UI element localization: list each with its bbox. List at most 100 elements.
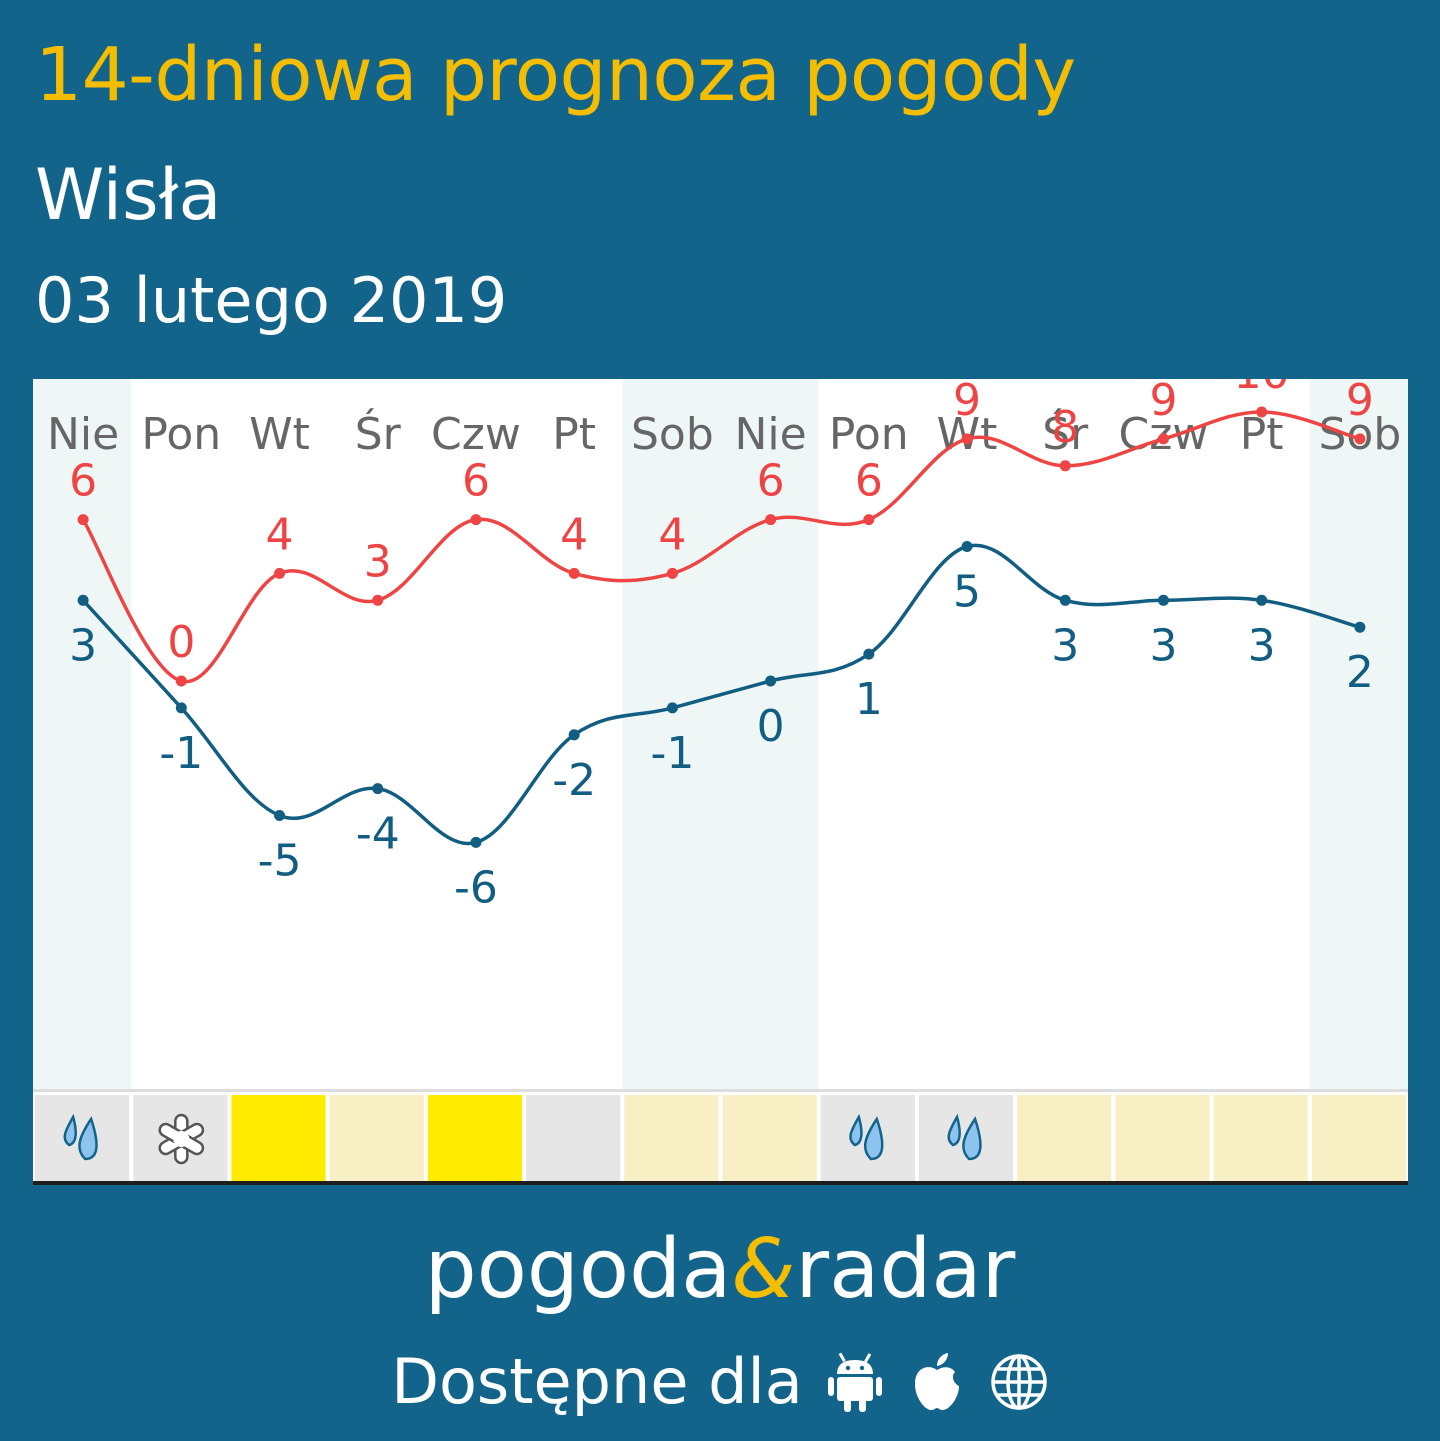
apple-icon[interactable]	[907, 1350, 967, 1414]
min-temp-label: -2	[552, 755, 596, 806]
min-temp-label: 0	[757, 701, 785, 752]
min-temp-label: 2	[1346, 647, 1374, 698]
max-temp-point	[175, 675, 187, 687]
available-platforms: Dostępne dla	[0, 1350, 1440, 1414]
max-temp-point	[1256, 406, 1268, 418]
max-temp-label: 6	[69, 456, 97, 507]
daily-weather-cell	[526, 1095, 621, 1181]
weekend-band	[33, 379, 132, 1089]
max-temp-label: 6	[855, 456, 883, 507]
daily-weather-cell	[1017, 1095, 1112, 1181]
min-temp-label: 3	[1051, 620, 1079, 671]
max-temp-point	[77, 514, 89, 526]
location-name: Wisła	[35, 154, 222, 236]
max-temp-label: 4	[560, 509, 588, 560]
brand-logo[interactable]: pogoda&radar	[0, 1222, 1440, 1317]
daily-weather-cell	[427, 1095, 523, 1181]
day-label: Śr	[355, 407, 402, 460]
min-temp-label: -6	[454, 862, 498, 913]
max-temp-label: 0	[167, 617, 195, 668]
max-temp-point	[961, 433, 973, 445]
max-temp-label: 9	[953, 379, 981, 426]
min-temp-label: 3	[1149, 620, 1177, 671]
max-temp-label: 9	[1346, 379, 1374, 426]
page-title: 14-dniowa prognoza pogody	[35, 32, 1076, 118]
min-temp-point	[372, 783, 384, 795]
min-temp-point	[568, 729, 580, 741]
min-temp-point	[470, 836, 482, 848]
daily-weather-cell	[329, 1095, 424, 1181]
max-temp-point	[274, 567, 286, 579]
min-temp-label: -1	[159, 728, 203, 779]
day-label: Sob	[631, 409, 714, 460]
max-temp-label: 6	[462, 456, 490, 507]
daily-weather-cell	[231, 1095, 326, 1181]
max-temp-point	[470, 514, 482, 526]
max-temp-label: 10	[1234, 379, 1290, 399]
min-temp-point	[1157, 594, 1169, 606]
daily-weather-cell	[1213, 1095, 1308, 1181]
max-temp-point	[1354, 433, 1366, 445]
chart-bottom-border	[33, 1181, 1408, 1185]
rain-icon	[947, 1113, 982, 1161]
android-icon[interactable]	[825, 1350, 885, 1414]
brand-ampersand: &	[731, 1222, 796, 1317]
min-temp-label: -4	[356, 809, 400, 860]
min-temp-label: 3	[1248, 620, 1276, 671]
min-temp-point	[1256, 594, 1268, 606]
rain-icon	[849, 1113, 884, 1161]
min-temp-point	[765, 675, 777, 687]
min-temp-point	[961, 541, 973, 552]
forecast-chart: NiePonWtŚrCzwPtSobNiePonWtŚrCzwPtSob6043…	[33, 379, 1408, 1185]
max-temp-point	[666, 567, 678, 579]
weekend-band	[622, 379, 721, 1089]
day-label: Śr	[1042, 407, 1089, 460]
min-temp-point	[77, 594, 89, 606]
snow-icon	[158, 1113, 205, 1165]
min-temp-point	[175, 702, 187, 714]
max-temp-point	[1059, 460, 1071, 472]
min-temp-label: 5	[953, 567, 981, 618]
day-label: Pon	[141, 409, 221, 460]
rain-icon	[63, 1113, 98, 1161]
brand-part-2: radar	[795, 1222, 1016, 1317]
globe-icon[interactable]	[989, 1350, 1049, 1414]
min-temp-point	[1354, 621, 1366, 633]
min-temp-point	[863, 648, 875, 660]
min-temp-label: 1	[855, 674, 883, 725]
min-temp-label: 3	[69, 620, 97, 671]
icon-row-divider	[33, 1089, 1408, 1092]
max-temp-label: 4	[658, 509, 686, 560]
max-temp-point	[372, 594, 384, 606]
day-label: Pon	[829, 409, 909, 460]
daily-weather-cell	[624, 1095, 719, 1181]
forecast-date: 03 lutego 2019	[35, 264, 508, 337]
weekend-band	[1309, 379, 1408, 1089]
max-temp-point	[863, 514, 875, 526]
min-temp-point	[274, 810, 286, 821]
weekend-band	[720, 379, 819, 1089]
day-label: Pt	[552, 409, 596, 460]
max-temp-point	[568, 567, 580, 579]
max-temp-label: 9	[1149, 379, 1177, 426]
day-label: Wt	[249, 409, 310, 460]
max-temp-label: 4	[266, 509, 294, 560]
brand-part-1: pogoda	[424, 1222, 732, 1317]
day-label: Nie	[47, 409, 119, 460]
max-temp-label: 6	[757, 456, 785, 507]
day-label: Czw	[431, 409, 521, 460]
min-temp-label: -5	[258, 836, 302, 887]
daily-weather-cell	[722, 1095, 817, 1181]
max-temp-point	[1157, 433, 1169, 445]
max-temp-label: 3	[364, 536, 392, 587]
daily-weather-cell	[1115, 1095, 1210, 1181]
min-temp-point	[1059, 594, 1071, 606]
max-temp-label: 8	[1051, 402, 1079, 453]
daily-weather-cell	[1311, 1095, 1406, 1181]
min-temp-point	[666, 702, 678, 714]
available-label: Dostępne dla	[391, 1345, 803, 1418]
max-temp-point	[765, 514, 777, 526]
min-temp-label: -1	[650, 728, 694, 779]
day-label: Nie	[734, 409, 806, 460]
temperature-chart-svg: NiePonWtŚrCzwPtSobNiePonWtŚrCzwPtSob6043…	[33, 379, 1408, 1185]
